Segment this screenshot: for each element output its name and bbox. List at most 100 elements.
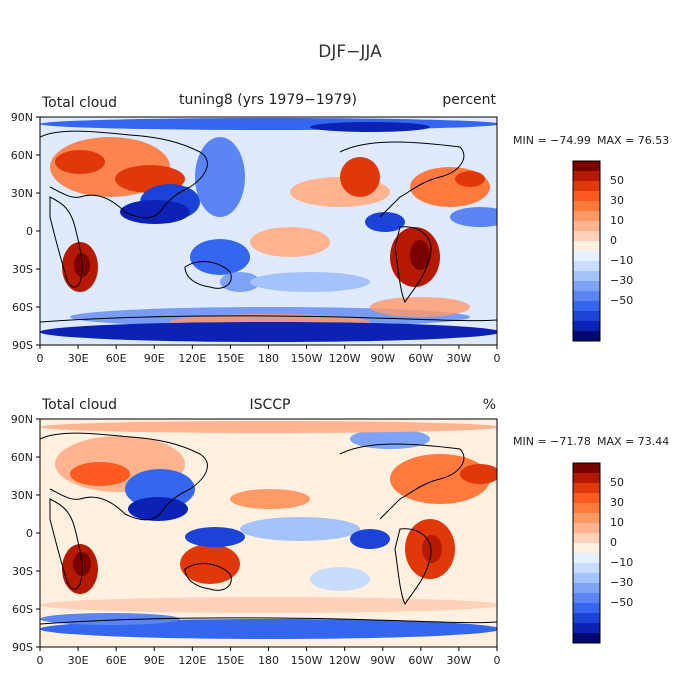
colorbar-swatch [573, 573, 600, 583]
x-tick-label: 120E [178, 654, 206, 667]
colorbar-swatch [573, 311, 600, 321]
colorbar-swatch [573, 181, 600, 191]
panel-2-variable-label: Total cloud [41, 397, 117, 413]
panel-model: Total cloud tuning8 (yrs 1979−1979) perc… [11, 92, 670, 365]
colorbar-swatch [573, 483, 600, 493]
x-tick-label: 120E [178, 352, 206, 365]
colorbar-label: 30 [610, 496, 624, 509]
colorbar-outline [572, 160, 601, 342]
colorbar-swatch [573, 503, 600, 513]
panel-2-units-label: % [483, 397, 496, 413]
panel-1-map [40, 117, 497, 345]
y-tick-label: 60N [11, 149, 33, 162]
x-tick-label: 0 [494, 352, 501, 365]
colorbar-swatch [573, 331, 600, 341]
colorbar-swatch [573, 241, 600, 251]
y-tick-label: 90N [11, 413, 33, 426]
x-tick-label: 120W [329, 654, 361, 667]
panel-2-map [40, 419, 497, 647]
colorbar-swatch [573, 251, 600, 261]
colorbar-swatch [573, 523, 600, 533]
colorbar-swatch [573, 463, 600, 473]
colorbar-swatch [573, 261, 600, 271]
x-tick-label: 60E [106, 352, 127, 365]
colorbar-swatch [573, 633, 600, 643]
colorbar-swatch [573, 171, 600, 181]
colorbar-swatch [573, 281, 600, 291]
colorbar-label: 10 [610, 214, 624, 227]
colorbar-swatch [573, 493, 600, 503]
colorbar-label: 0 [610, 234, 617, 247]
panel-2-colorbar: 50 30 10 0 −10 −30 −50 [572, 462, 633, 644]
colorbar-label: −50 [610, 294, 633, 307]
panel-2-x-axis: 0 30E 60E 90E 120E 150E 180 150W 120W 90W 60W 30W 0 [37, 647, 501, 667]
colorbar-swatch [573, 603, 600, 613]
panel-1-colorbar: 50 30 10 0 −10 −30 −50 [572, 160, 633, 342]
colorbar-swatch [573, 533, 600, 543]
panel-1-variable-label: Total cloud [41, 95, 117, 111]
colorbar-swatch [573, 191, 600, 201]
colorbar-label: −10 [610, 254, 633, 267]
colorbar-swatch [573, 613, 600, 623]
y-tick-label: 90S [12, 339, 33, 352]
x-tick-label: 90E [144, 654, 165, 667]
colorbar-swatch [573, 543, 600, 553]
y-tick-label: 30N [11, 187, 33, 200]
x-tick-label: 30E [68, 352, 89, 365]
x-tick-label: 60W [408, 654, 433, 667]
panel-observations: Total cloud ISCCP % [11, 397, 670, 667]
panel-1-anomaly-fields [40, 118, 497, 342]
colorbar-swatch [573, 513, 600, 523]
x-tick-label: 30W [446, 352, 471, 365]
colorbar-label: 0 [610, 536, 617, 549]
colorbar-label: 50 [610, 476, 624, 489]
colorbar-swatch [573, 473, 600, 483]
colorbar-label: 30 [610, 194, 624, 207]
y-tick-label: 30S [12, 263, 33, 276]
colorbar-swatch [573, 231, 600, 241]
panel-2-anomaly-fields [40, 421, 497, 639]
panel-1-source-label: tuning8 (yrs 1979−1979) [179, 92, 357, 108]
colorbar-label: −50 [610, 596, 633, 609]
x-tick-label: 0 [37, 654, 44, 667]
y-tick-label: 30S [12, 565, 33, 578]
colorbar-label: −30 [610, 274, 633, 287]
panel-2-y-axis: 90N 60N 30N 0 30S 60S 90S [11, 413, 40, 654]
x-tick-label: 150E [216, 352, 244, 365]
x-tick-label: 150W [291, 352, 323, 365]
colorbar-label: 50 [610, 174, 624, 187]
y-tick-label: 60S [12, 301, 33, 314]
colorbar-swatch [573, 211, 600, 221]
colorbar-swatch [573, 161, 600, 171]
y-tick-label: 30N [11, 489, 33, 502]
colorbar-swatch [573, 271, 600, 281]
colorbar-swatch [573, 553, 600, 563]
x-tick-label: 30W [446, 654, 471, 667]
panel-2-source-label: ISCCP [249, 397, 290, 413]
x-tick-label: 60E [106, 654, 127, 667]
y-tick-label: 0 [26, 225, 33, 238]
figure-title: DJF−JJA [318, 42, 382, 62]
colorbar-outline [572, 462, 601, 644]
panel-2-min-label: MIN = −71.78 [513, 435, 591, 448]
panel-1-x-axis: 0 30E 60E 90E 120E 150E 180 150W 120W 90W 60W 30W 0 [37, 345, 501, 365]
x-tick-label: 90W [370, 654, 395, 667]
panel-1-min-label: MIN = −74.99 [513, 134, 591, 147]
colorbar-label: −10 [610, 556, 633, 569]
x-tick-label: 0 [494, 654, 501, 667]
y-tick-label: 90S [12, 641, 33, 654]
colorbar-swatch [573, 583, 600, 593]
panel-1-units-label: percent [442, 92, 496, 108]
x-tick-label: 180 [258, 654, 279, 667]
panel-1-y-axis: 90N 60N 30N 0 30S 60S 90S [11, 111, 40, 352]
x-tick-label: 90E [144, 352, 165, 365]
x-tick-label: 30E [68, 654, 89, 667]
y-tick-label: 60S [12, 603, 33, 616]
y-tick-label: 60N [11, 451, 33, 464]
colorbar-swatch [573, 201, 600, 211]
panel-1-coastlines [40, 130, 497, 323]
x-tick-label: 0 [37, 352, 44, 365]
y-tick-label: 90N [11, 111, 33, 124]
x-tick-label: 180 [258, 352, 279, 365]
